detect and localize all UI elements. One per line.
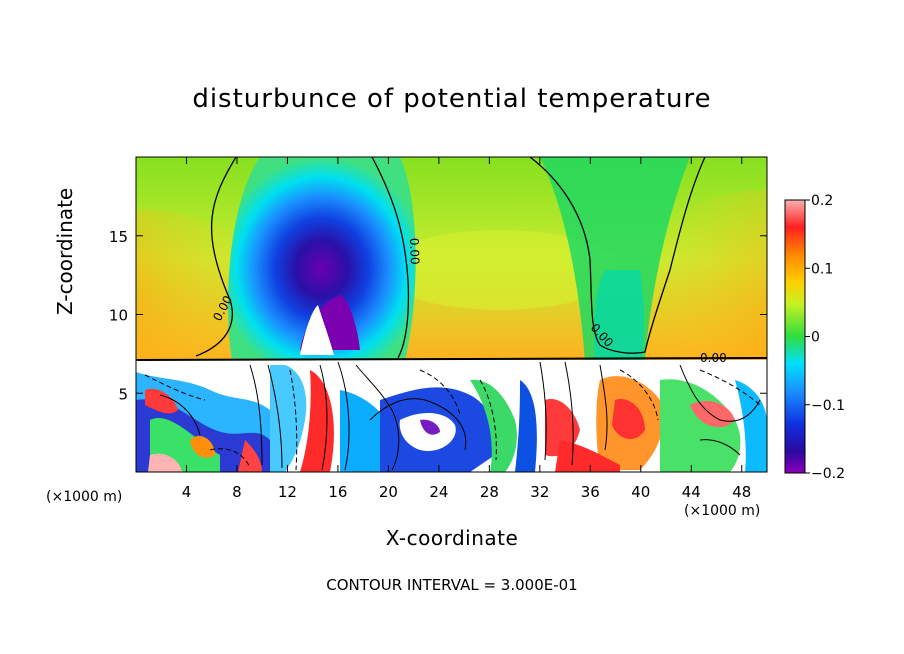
x-tick-label: 20 bbox=[379, 483, 398, 501]
x-tick-label: 28 bbox=[480, 483, 499, 501]
x-tick-label: 12 bbox=[278, 483, 297, 501]
y-axis-label: Z-coordinate bbox=[53, 187, 77, 315]
colorbar bbox=[784, 199, 806, 474]
x-tick-label: 16 bbox=[328, 483, 347, 501]
x-unit-label: (×1000 m) bbox=[46, 489, 123, 505]
x-axis-label: X-coordinate bbox=[385, 526, 519, 550]
x-tick-label: 4 bbox=[182, 483, 192, 501]
chart-title: disturbunce of potential temperature bbox=[192, 84, 712, 114]
x-tick-label: 36 bbox=[581, 483, 600, 501]
colorbar-tick-label: 0.2 bbox=[811, 193, 833, 209]
x-tick-label: 8 bbox=[232, 483, 242, 501]
contour-interval-note: CONTOUR INTERVAL = 3.000E-01 bbox=[326, 576, 578, 594]
x-tick-label: 24 bbox=[429, 483, 448, 501]
colorbar-tick-label: −0.1 bbox=[811, 398, 845, 414]
contour-label: 0.00 bbox=[407, 238, 422, 265]
x-tick-label: 32 bbox=[530, 483, 549, 501]
colorbar-tick-label: −0.2 bbox=[811, 466, 845, 482]
y-tick-label: 15 bbox=[109, 228, 128, 246]
y-axis: 5 10 15 bbox=[109, 228, 767, 403]
x-tick-label: 44 bbox=[682, 483, 701, 501]
colorbar-tick-label: 0.1 bbox=[811, 261, 833, 277]
x-tick-label: 40 bbox=[631, 483, 650, 501]
contour-label: 0.00 bbox=[700, 351, 727, 365]
colorbar-tick-label: 0 bbox=[811, 330, 820, 346]
x-axis: 4 8 12 16 20 24 28 32 36 40 44 48 bbox=[182, 157, 751, 501]
heatmap-field bbox=[136, 157, 767, 472]
colorbar-ticks: 0.2 0.1 0 −0.1 −0.2 bbox=[805, 193, 845, 482]
y-tick-label: 10 bbox=[109, 307, 128, 325]
y-tick-label: 5 bbox=[118, 385, 128, 403]
x-tick-label: 48 bbox=[732, 483, 751, 501]
x-unit-label-right: (×1000 m) bbox=[684, 503, 761, 519]
